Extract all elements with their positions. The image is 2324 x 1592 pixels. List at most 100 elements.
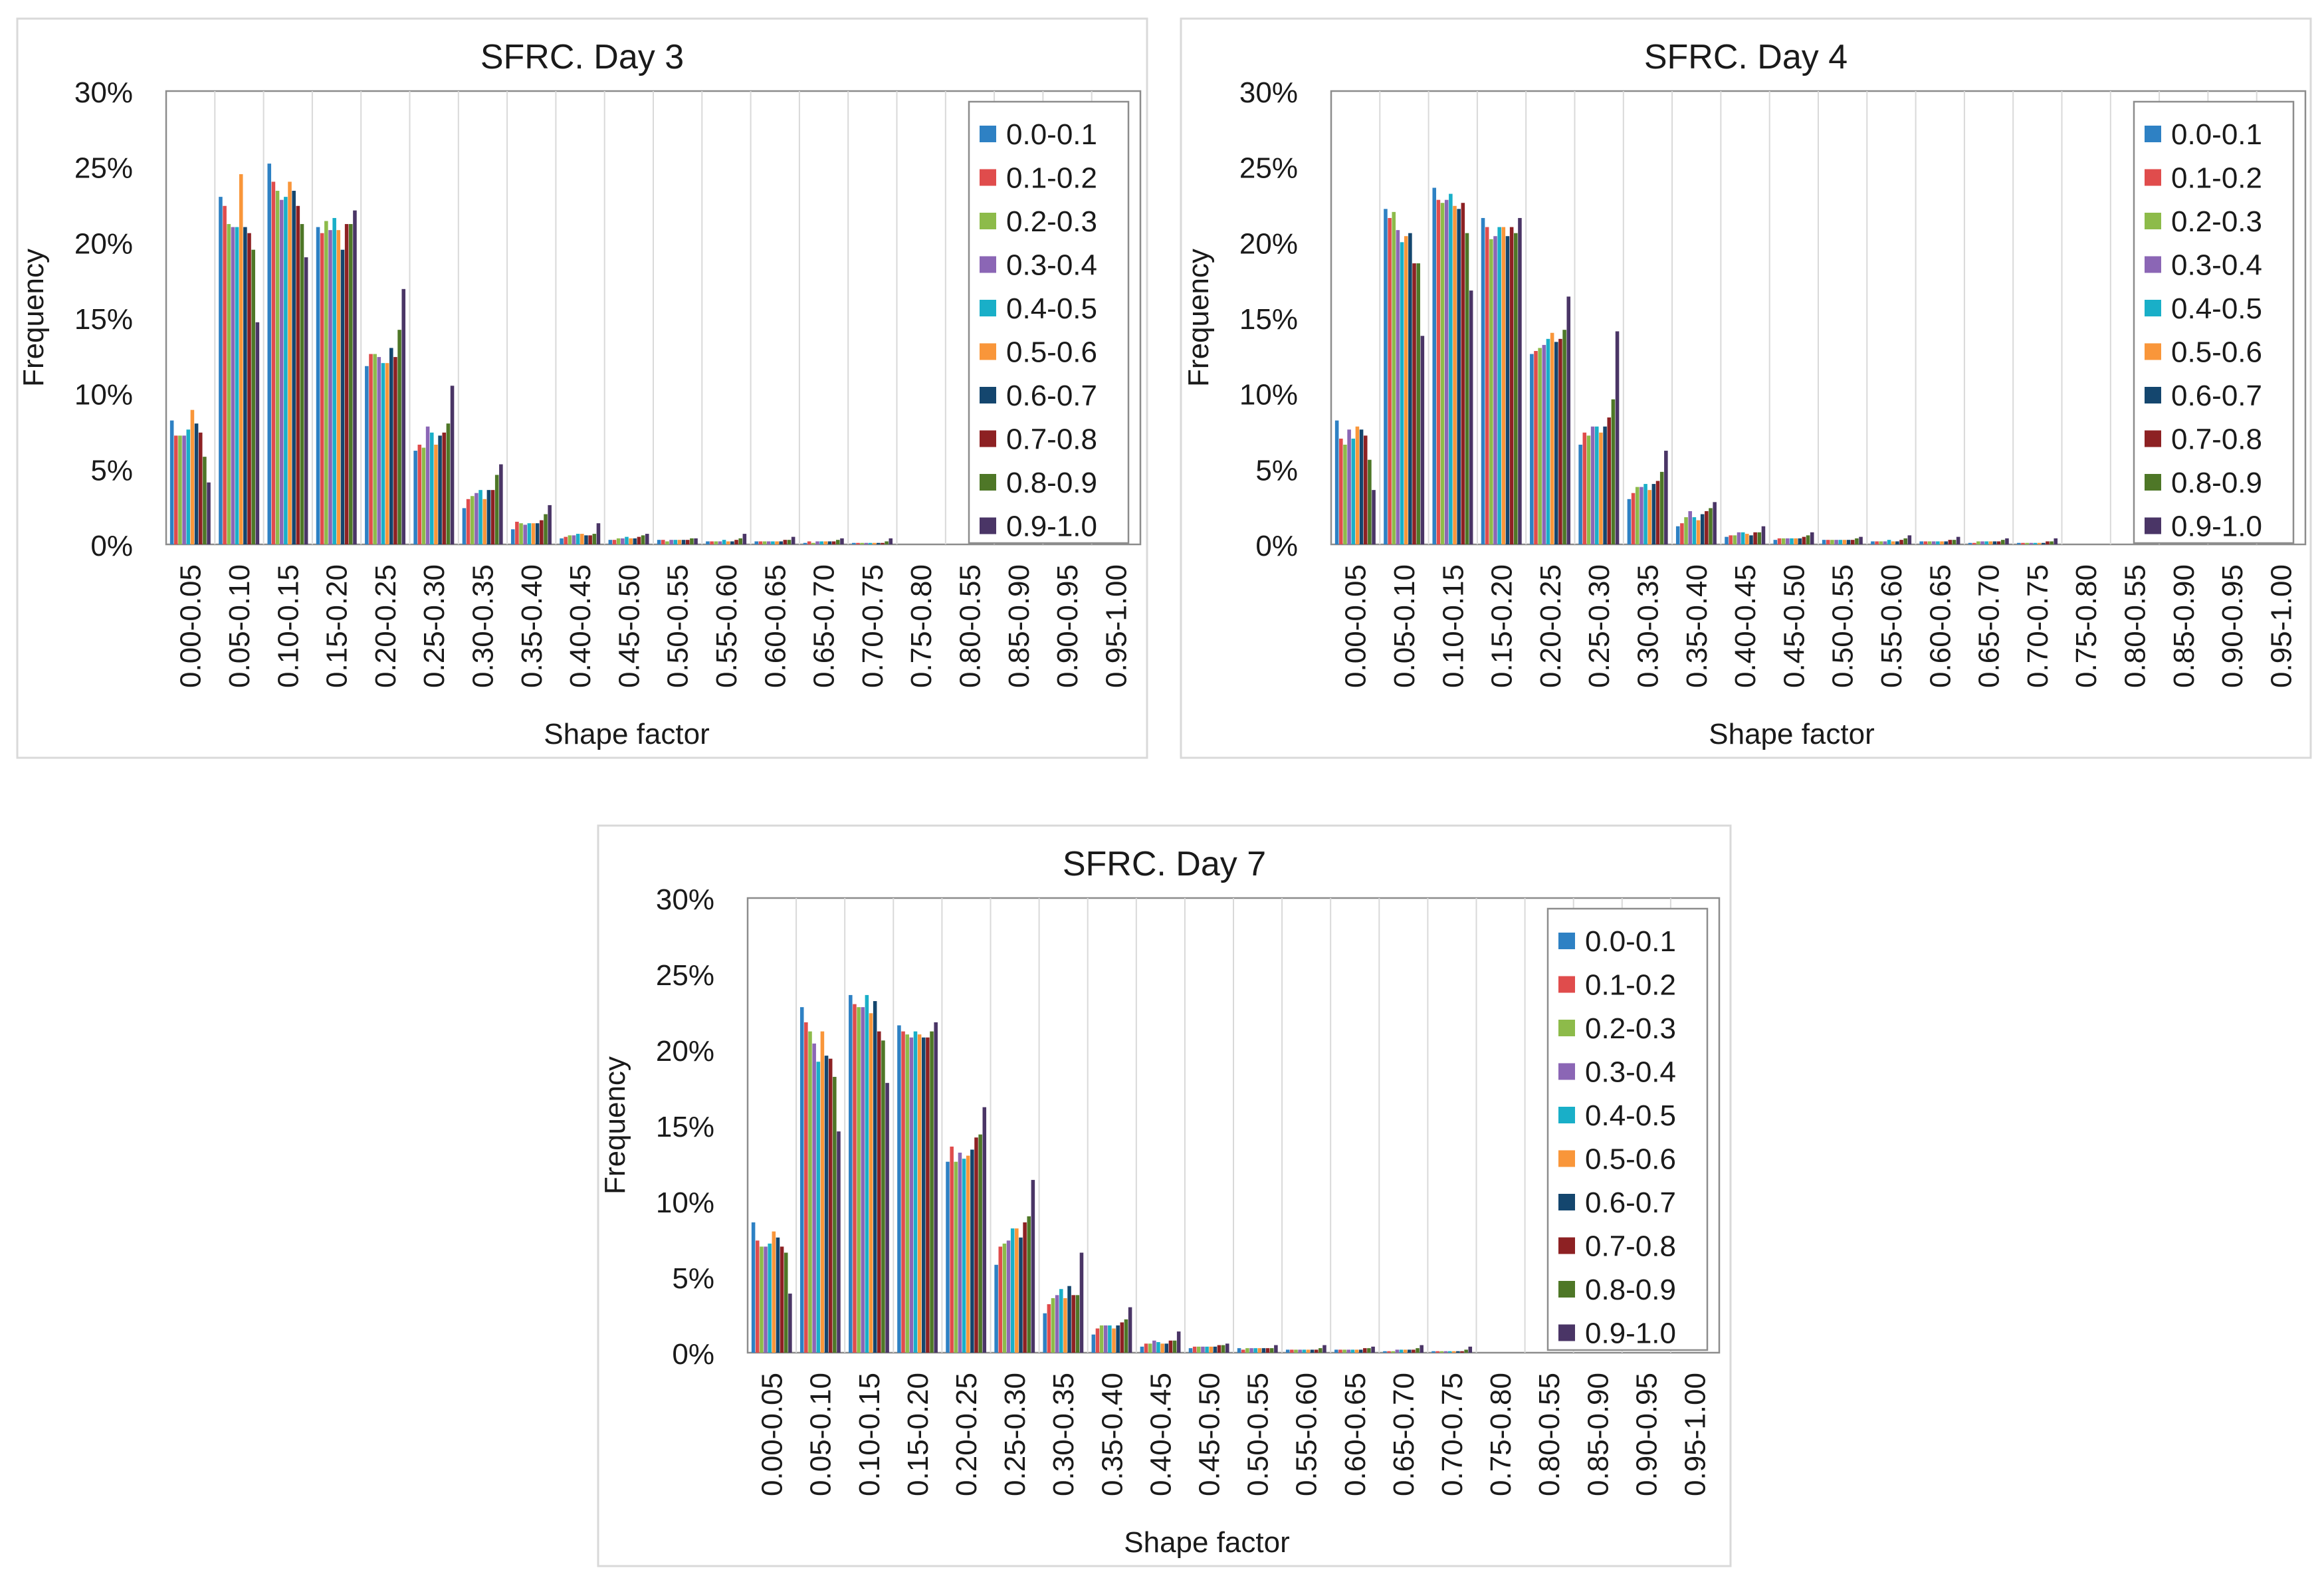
chart-1: SFRC. Day 3 0% 5% 10% 15% 20% 25% 30% Frequency 0…	[16, 17, 1148, 759]
bar-0.0-0.1-0.35-0.40	[510, 529, 515, 544]
y-axis-label: Frequency	[599, 1056, 631, 1194]
bar-0.6-0.7-0.25-0.30	[1603, 426, 1607, 544]
legend-label: 0.2-0.3	[1585, 1012, 1676, 1045]
bar-0.5-0.6-0.70-0.75	[2037, 542, 2042, 544]
bar-0.6-0.7-0.65-0.70	[1992, 541, 1997, 544]
bar-0.7-0.8-0.00-0.05	[1363, 435, 1368, 544]
bar-0.0-0.1-0.50-0.55	[657, 540, 661, 544]
bar-0.2-0.3-0.55-0.60	[714, 541, 718, 544]
bar-0.2-0.3-0.30-0.35	[1635, 487, 1639, 544]
bar-0.9-1.0-0.05-0.10	[1420, 336, 1425, 544]
bar-0.3-0.4-0.60-0.65	[1931, 541, 1936, 544]
bar-0.1-0.2-0.35-0.40	[1095, 1328, 1100, 1353]
bar-0.6-0.7-0.10-0.15	[873, 1001, 877, 1353]
bar-0.4-0.5-0.20-0.25	[1546, 338, 1550, 544]
bar-0.4-0.5-0.10-0.15	[865, 994, 869, 1353]
bar-0.2-0.3-0.40-0.45	[1733, 535, 1737, 544]
legend-swatch	[980, 474, 996, 491]
x-tick-label: 0.70-0.75	[2022, 564, 2054, 688]
bar-0.8-0.9-0.25-0.30	[446, 423, 451, 544]
legend-swatch	[2145, 126, 2161, 142]
y-tick-label: 30%	[1239, 76, 1298, 109]
bar-0.8-0.9-0.55-0.60	[1903, 538, 1907, 544]
bar-0.0-0.1-0.60-0.65	[754, 541, 759, 544]
bar-0.1-0.2-0.35-0.40	[1680, 523, 1684, 544]
bar-0.7-0.8-0.10-0.15	[877, 1031, 881, 1353]
y-tick-label: 15%	[656, 1111, 714, 1143]
bar-0.2-0.3-0.65-0.70	[1391, 1351, 1395, 1353]
x-tick-label: 0.60-0.65	[1339, 1373, 1372, 1496]
x-tick-label: 0.60-0.65	[759, 564, 792, 688]
bar-0.2-0.3-0.35-0.40	[1099, 1325, 1104, 1353]
bar-0.4-0.5-0.15-0.20	[913, 1031, 918, 1353]
bar-0.8-0.9-0.30-0.35	[1659, 471, 1664, 544]
x-tick-label: 0.40-0.45	[1729, 564, 1762, 688]
legend-swatch	[2145, 256, 2161, 273]
bar-0.3-0.4-0.35-0.40	[1688, 511, 1692, 544]
legend-swatch	[1558, 1194, 1575, 1210]
bar-0.1-0.2-0.25-0.30	[1582, 432, 1587, 544]
bar-0.4-0.5-0.30-0.35	[1643, 484, 1647, 544]
legend-swatch	[980, 343, 996, 360]
legend-label: 0.0-0.1	[1585, 925, 1676, 958]
bar-0.9-1.0-0.10-0.15	[1469, 290, 1473, 544]
bar-0.2-0.3-0.00-0.05	[178, 435, 182, 544]
bar-0.0-0.1-0.50-0.55	[1822, 540, 1826, 544]
bar-0.4-0.5-0.20-0.25	[962, 1159, 966, 1353]
x-tick-label: 0.00-0.05	[1340, 564, 1372, 688]
bar-0.4-0.5-0.10-0.15	[1449, 193, 1453, 544]
legend-label: 0.1-0.2	[1585, 969, 1676, 1002]
bar-0.6-0.7-0.70-0.75	[2042, 542, 2046, 544]
x-tick-label: 0.15-0.20	[321, 564, 354, 688]
bar-0.2-0.3-0.15-0.20	[905, 1034, 909, 1353]
bar-0.4-0.5-0.35-0.40	[1108, 1325, 1112, 1353]
bar-0.5-0.6-0.25-0.30	[434, 444, 438, 544]
y-tick-label: 15%	[74, 303, 133, 336]
bar-0.9-1.0-0.00-0.05	[1372, 490, 1376, 544]
bar-0.1-0.2-0.05-0.10	[223, 205, 227, 544]
legend-label: 0.3-0.4	[1006, 249, 1097, 282]
legend-swatch	[980, 300, 996, 316]
bar-0.6-0.7-0.25-0.30	[438, 435, 442, 544]
bar-0.5-0.6-0.55-0.60	[1306, 1349, 1311, 1353]
bar-0.2-0.3-0.25-0.30	[1586, 435, 1591, 544]
bar-0.5-0.6-0.30-0.35	[482, 499, 487, 544]
legend-label: 0.3-0.4	[2171, 249, 2262, 282]
bar-0.3-0.4-0.00-0.05	[764, 1246, 768, 1353]
bar-0.0-0.1-0.40-0.45	[560, 538, 564, 544]
bar-0.8-0.9-0.50-0.55	[690, 538, 694, 544]
x-tick-label: 0.90-0.95	[1630, 1373, 1663, 1496]
bar-0.8-0.9-0.20-0.25	[1562, 330, 1566, 544]
legend-label: 0.1-0.2	[1006, 162, 1097, 195]
x-tick-label: 0.65-0.70	[1973, 564, 2006, 688]
y-axis-label: Frequency	[17, 249, 50, 387]
bar-0.0-0.1-0.10-0.15	[267, 164, 272, 544]
bar-0.4-0.5-0.25-0.30	[1594, 426, 1599, 544]
legend-label: 0.9-1.0	[1006, 511, 1097, 543]
bar-0.7-0.8-0.65-0.70	[831, 541, 836, 544]
bar-0.8-0.9-0.70-0.75	[2050, 541, 2054, 544]
bar-0.1-0.2-0.05-0.10	[1388, 217, 1392, 544]
bar-0.4-0.5-0.60-0.65	[771, 541, 775, 544]
bar-0.7-0.8-0.20-0.25	[974, 1137, 978, 1353]
bar-0.7-0.8-0.05-0.10	[828, 1058, 833, 1353]
bar-0.6-0.7-0.05-0.10	[824, 1056, 829, 1353]
legend-label: 0.9-1.0	[2171, 511, 2262, 543]
legend-label: 0.6-0.7	[1006, 380, 1097, 412]
bar-0.2-0.3-0.15-0.20	[324, 221, 328, 544]
bar-0.5-0.6-0.65-0.70	[1988, 541, 1993, 544]
bar-0.0-0.1-0.00-0.05	[169, 420, 174, 544]
bar-0.9-1.0-0.20-0.25	[982, 1107, 987, 1353]
chart-frame	[16, 17, 1148, 759]
legend-swatch	[2145, 343, 2161, 360]
x-tick-label: 0.30-0.35	[1632, 564, 1664, 688]
bar-0.7-0.8-0.50-0.55	[1850, 540, 1855, 544]
bar-0.6-0.7-0.05-0.10	[243, 227, 247, 544]
bar-0.3-0.4-0.50-0.55	[1249, 1348, 1253, 1353]
bar-0.1-0.2-0.30-0.35	[466, 499, 471, 544]
bar-0.5-0.6-0.30-0.35	[1063, 1298, 1067, 1353]
bar-0.3-0.4-0.70-0.75	[864, 542, 869, 544]
bar-0.4-0.5-0.65-0.70	[1399, 1349, 1404, 1353]
y-tick-label: 25%	[1239, 152, 1298, 185]
bar-0.9-1.0-0.15-0.20	[1518, 217, 1522, 544]
